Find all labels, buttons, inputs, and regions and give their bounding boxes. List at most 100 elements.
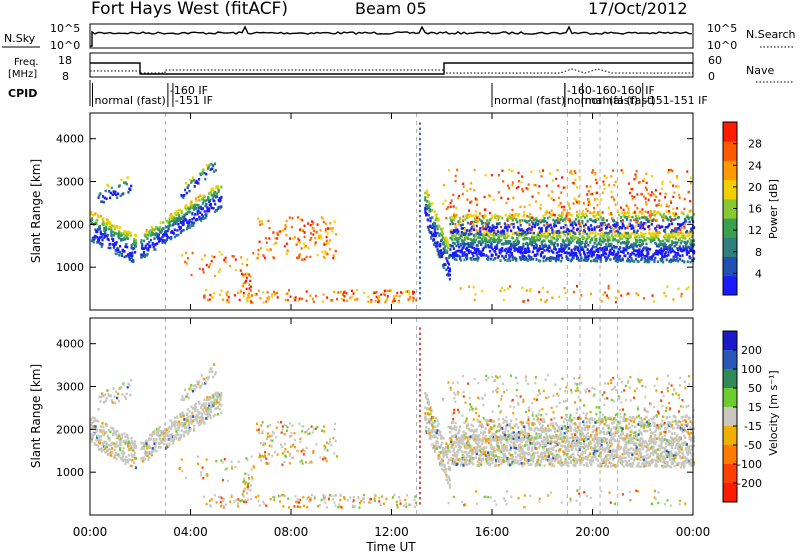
echo-cell	[603, 183, 606, 186]
echo-cell	[305, 290, 308, 293]
echo-cell	[597, 247, 600, 251]
echo-cell	[275, 426, 278, 429]
echo-cell	[619, 250, 623, 253]
echo-cell	[194, 406, 197, 409]
echo-cell	[627, 240, 630, 244]
echo-cell	[146, 237, 149, 240]
echo-cell	[672, 218, 675, 222]
echo-cell	[226, 479, 229, 483]
echo-cell	[170, 427, 173, 431]
echo-cell	[90, 422, 94, 425]
echo-cell	[554, 259, 557, 263]
echo-cell	[429, 219, 432, 223]
echo-cell	[303, 258, 306, 261]
echo-cell	[269, 439, 272, 442]
echo-cell	[436, 241, 439, 244]
echo-cell	[90, 418, 93, 421]
echo-cell	[413, 291, 416, 294]
echo-cell	[533, 246, 536, 250]
echo-cell	[281, 425, 284, 428]
echo-cell	[312, 451, 314, 454]
echo-cell	[147, 233, 150, 237]
echo-cell	[625, 231, 628, 235]
echo-cell	[241, 499, 244, 502]
echo-cell	[647, 247, 650, 251]
echo-cell	[546, 223, 549, 226]
echo-cell	[586, 255, 589, 258]
echo-cell	[456, 231, 459, 235]
echo-cell	[134, 241, 137, 245]
echo-cell	[203, 171, 206, 175]
echo-cell	[144, 244, 147, 248]
echo-cell	[556, 234, 559, 238]
echo-cell	[652, 300, 655, 303]
echo-cell	[691, 240, 694, 243]
echo-cell	[644, 238, 647, 242]
station-title: Fort Hays West (fitACF)	[91, 0, 288, 19]
echo-cell	[670, 201, 673, 204]
echo-cell	[167, 225, 170, 229]
echo-cell	[496, 214, 499, 218]
echo-cell	[683, 226, 686, 230]
echo-cell	[200, 405, 203, 409]
echo-cell	[497, 236, 500, 240]
echo-cell	[204, 204, 207, 208]
echo-cell	[188, 420, 191, 423]
echo-cell	[322, 242, 325, 245]
echo-cell	[571, 181, 574, 184]
echo-cell	[660, 250, 663, 253]
echo-cell	[525, 237, 528, 240]
echo-cell	[180, 210, 183, 213]
echo-cell	[385, 497, 388, 501]
echo-cell	[140, 241, 143, 244]
echo-cell	[208, 209, 211, 213]
echo-cell	[633, 178, 636, 181]
echo-cell	[231, 465, 234, 468]
echo-cell	[426, 407, 429, 410]
echo-cell	[431, 202, 434, 205]
echo-cell	[210, 162, 213, 166]
echo-cell	[433, 425, 436, 428]
echo-cell	[453, 461, 456, 464]
echo-cell	[566, 244, 569, 247]
echo-cell	[576, 246, 579, 250]
echo-cell	[461, 442, 464, 446]
echo-cell	[670, 260, 673, 264]
echo-cell	[105, 197, 108, 201]
echo-cell	[457, 241, 460, 245]
echo-cell	[454, 234, 457, 238]
echo-cell	[488, 221, 491, 225]
echo-cell	[172, 439, 175, 443]
echo-cell	[92, 425, 95, 428]
echo-cell	[579, 229, 582, 232]
echo-cell	[377, 294, 380, 298]
echo-cell	[95, 430, 98, 434]
echo-cell	[158, 226, 161, 229]
echo-cell	[148, 240, 151, 244]
echo-cell	[121, 455, 124, 458]
echo-cell	[331, 227, 334, 230]
echo-cell	[396, 291, 399, 295]
echo-cell	[245, 279, 247, 283]
echo-cell	[288, 454, 291, 457]
echo-cell	[209, 204, 212, 207]
echo-cell	[192, 419, 195, 423]
echo-cell	[198, 380, 201, 384]
echo-cell	[130, 379, 133, 382]
echo-cell	[262, 291, 265, 294]
echo-cell	[252, 465, 255, 468]
echo-cell	[219, 397, 222, 401]
echo-cell	[548, 211, 551, 214]
echo-cell	[565, 214, 568, 218]
echo-cell	[679, 228, 682, 231]
echo-cell	[183, 216, 186, 219]
echo-cell	[491, 247, 494, 251]
echo-cell	[576, 215, 579, 219]
echo-cell	[108, 227, 111, 230]
echo-cell	[111, 451, 114, 454]
echo-cell	[480, 250, 483, 254]
echo-cell	[573, 236, 576, 240]
echo-cell	[262, 443, 265, 447]
echo-cell	[589, 241, 592, 244]
echo-cell	[128, 384, 131, 387]
